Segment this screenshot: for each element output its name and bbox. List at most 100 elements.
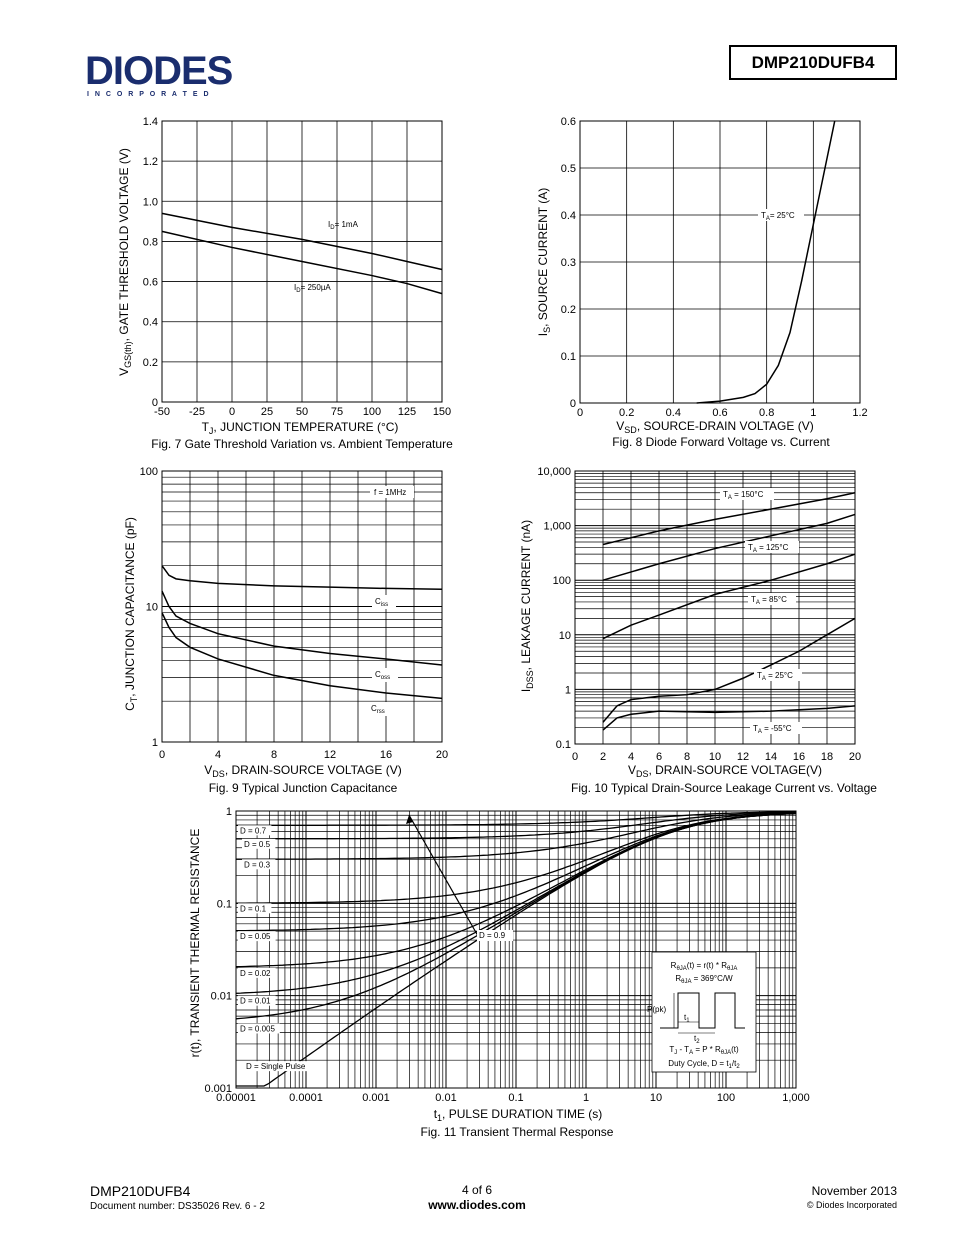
fig11-series-line-0 — [236, 811, 797, 826]
fig11-duty-label-2: D = 0.3 — [244, 860, 271, 869]
fig9-series-line-1 — [161, 590, 443, 666]
fig11-xtick-label: 0.01 — [435, 1092, 456, 1104]
logo-subtext: I N C O R P O R A T E D — [87, 91, 211, 98]
fig8-label-bg — [758, 209, 804, 221]
footer-website[interactable]: www.diodes.com — [428, 1198, 526, 1212]
fig10-series — [602, 491, 856, 731]
fig10-xtick-label: 20 — [849, 751, 861, 763]
fig10-ylabel: IDSS, LEAKAGE CURRENT (nA) — [519, 520, 535, 692]
fig9-series-line-0 — [161, 565, 443, 591]
fig8-xtick-label: 0.8 — [759, 407, 774, 419]
fig11-duty-labels: D = 0.7 D = 0.5 D = 0.3 D = 0.1 D = 0.05 D = … — [238, 825, 316, 1072]
fig10-label-150: TA = 150°C — [723, 490, 764, 501]
fig10-xtick-label: 2 — [600, 751, 606, 763]
fig7-ytick-label: 1.2 — [143, 156, 158, 168]
fig7-ytick-label: 0.4 — [143, 317, 158, 329]
logo-text: DIODES — [85, 50, 233, 93]
fig10-xlabel: VDS, DRAIN-SOURCE VOLTAGE(V) — [628, 763, 822, 779]
fig10-series-line-3 — [602, 617, 856, 723]
fig8-series — [696, 120, 836, 404]
fig9-ytick-label: 1 — [152, 737, 158, 749]
fig10-ytick-label: 10,000 — [537, 466, 571, 478]
fig10-ytick-label: 10 — [559, 630, 571, 642]
fig9-xlabel: VDS, DRAIN-SOURCE VOLTAGE (V) — [204, 763, 401, 779]
fig11-duty-label-bg — [238, 903, 272, 914]
fig8-ytick-label: 0.3 — [561, 257, 576, 269]
part-number-box: DMP210DUFB4 — [729, 45, 897, 80]
fig7-xtick-label: 25 — [261, 406, 273, 418]
fig11-duty-label-bg — [238, 967, 276, 978]
fig10-l85-bg — [748, 593, 796, 605]
fig8-ytick-label: 0.6 — [561, 116, 576, 128]
fig11-inset-eq3: TJ - TA = P * RθJA(t) — [669, 1045, 739, 1056]
fig8-ytick-label: 0.2 — [561, 304, 576, 316]
fig7-xtick-label: 0 — [229, 406, 235, 418]
fig10-label-25: TA = 25°C — [757, 671, 793, 682]
fig8-ticks: 0 0.2 0.4 0.6 0.8 1 1.2 0 0.1 0.2 0.3 0.4 0.5 0.6 — [561, 116, 868, 419]
fig8-xtick-label: 1 — [810, 407, 816, 419]
fig10-l150-bg — [720, 488, 774, 500]
footer-part: DMP210DUFB4 — [90, 1183, 191, 1199]
fig11-ytick-label: 1 — [226, 806, 232, 818]
fig8-chart: 0 0.2 0.4 0.6 0.8 1 1.2 0 0.1 0.2 0.3 0.4 0.5 0.6 TA=… — [536, 116, 868, 449]
fig9-ytick-label: 10 — [146, 602, 158, 614]
fig11-duty-label-7: D = 0.005 — [240, 1024, 275, 1033]
fig11-duty-label-bg — [238, 825, 272, 836]
diodes-logo: DIODES I N C O R P O R A T E D — [85, 49, 265, 103]
fig10-series-line-2 — [602, 553, 856, 640]
fig9-xtick-label: 20 — [436, 749, 448, 761]
fig9-caption: Fig. 9 Typical Junction Capacitance — [209, 781, 398, 795]
fig11-xtick-label: 0.0001 — [289, 1092, 323, 1104]
fig9-coss-bg — [372, 668, 398, 682]
fig10-xtick-label: 8 — [684, 751, 690, 763]
fig11-duty-label-8: D = Single Pulse — [246, 1062, 306, 1071]
fig11-xlabel: t1, PULSE DURATION TIME (s) — [434, 1107, 603, 1123]
fig9-note: f = 1MHz — [374, 488, 406, 497]
fig11-duty-label-bg — [238, 1023, 280, 1034]
fig7-ticks: -50 -25 0 25 50 75 100 125 150 0 0.2 0.4 0.6 0.8 1.0 1.… — [143, 116, 451, 418]
fig11-xtick-label: 0.001 — [362, 1092, 390, 1104]
footer-date: November 2013 — [811, 1184, 897, 1198]
fig11-ylabel: r(t), TRANSIENT THERMAL RESISTANCE — [188, 829, 202, 1058]
fig11-xtick-label: 0.1 — [508, 1092, 523, 1104]
fig9-ciss-bg — [372, 595, 396, 609]
fig9-xtick-label: 4 — [215, 749, 221, 761]
fig7-ylabel: VGS(th), GATE THRESHOLD VOLTAGE (V) — [117, 148, 133, 376]
footer-page: 4 of 6 — [461, 1183, 493, 1197]
fig10-xtick-label: 12 — [737, 751, 749, 763]
fig9-series — [161, 565, 443, 700]
charts-canvas: -50 -25 0 25 50 75 100 125 15000.20.40.60.81.01.… — [117, 116, 877, 1139]
fig8-ytick-label: 0.4 — [561, 210, 576, 222]
fig7-label-1ma: ID= 1mA — [328, 220, 359, 231]
fig11-d09-bg — [477, 930, 513, 941]
fig11-ytick-label: 0.001 — [204, 1083, 232, 1095]
fig11-duty-label-0: D = 0.7 — [240, 826, 267, 835]
fig10-series-line-1 — [602, 513, 856, 581]
fig7-ytick-label: 0 — [152, 397, 158, 409]
fig11-xtick-label: 1,000 — [782, 1092, 810, 1104]
fig11-duty-label-bg — [242, 838, 276, 849]
fig9-xtick-label: 8 — [271, 749, 277, 761]
fig7-xtick-label: 125 — [398, 406, 416, 418]
fig9-xtick-label: 16 — [380, 749, 392, 761]
fig11-series-line-3 — [236, 812, 797, 904]
fig10-ticks: 0 2 4 6 8 10 12 14 16 18 20 0.1 1 10 100 1,000 10,000 — [537, 466, 861, 763]
fig11-xtick-label: 0.00001 — [216, 1092, 256, 1104]
fig11-inset-pulse — [660, 992, 745, 1029]
fig10-ytick-label: 100 — [553, 575, 571, 587]
fig8-xtick-label: 1.2 — [852, 407, 867, 419]
fig8-xtick-label: 0.6 — [712, 407, 727, 419]
fig8-ytick-label: 0 — [570, 398, 576, 410]
fig7-xtick-label: 75 — [331, 406, 343, 418]
fig10-label-85: TA = 85°C — [751, 595, 787, 606]
fig9-note-bg — [370, 486, 414, 498]
fig11-duty-label-4: D = 0.05 — [240, 932, 271, 941]
fig8-grid — [580, 121, 860, 403]
fig11-xtick-label: 100 — [717, 1092, 735, 1104]
fig11-duty-label-bg — [238, 995, 276, 1006]
fig11-duty-label-bg — [244, 1061, 316, 1072]
fig8-label-25c: TA= 25°C — [761, 211, 795, 222]
footer-doc-number: Document number: DS35026 Rev. 6 - 2 — [90, 1201, 265, 1212]
fig8-xtick-label: 0.2 — [619, 407, 634, 419]
fig10-grid — [575, 471, 855, 744]
